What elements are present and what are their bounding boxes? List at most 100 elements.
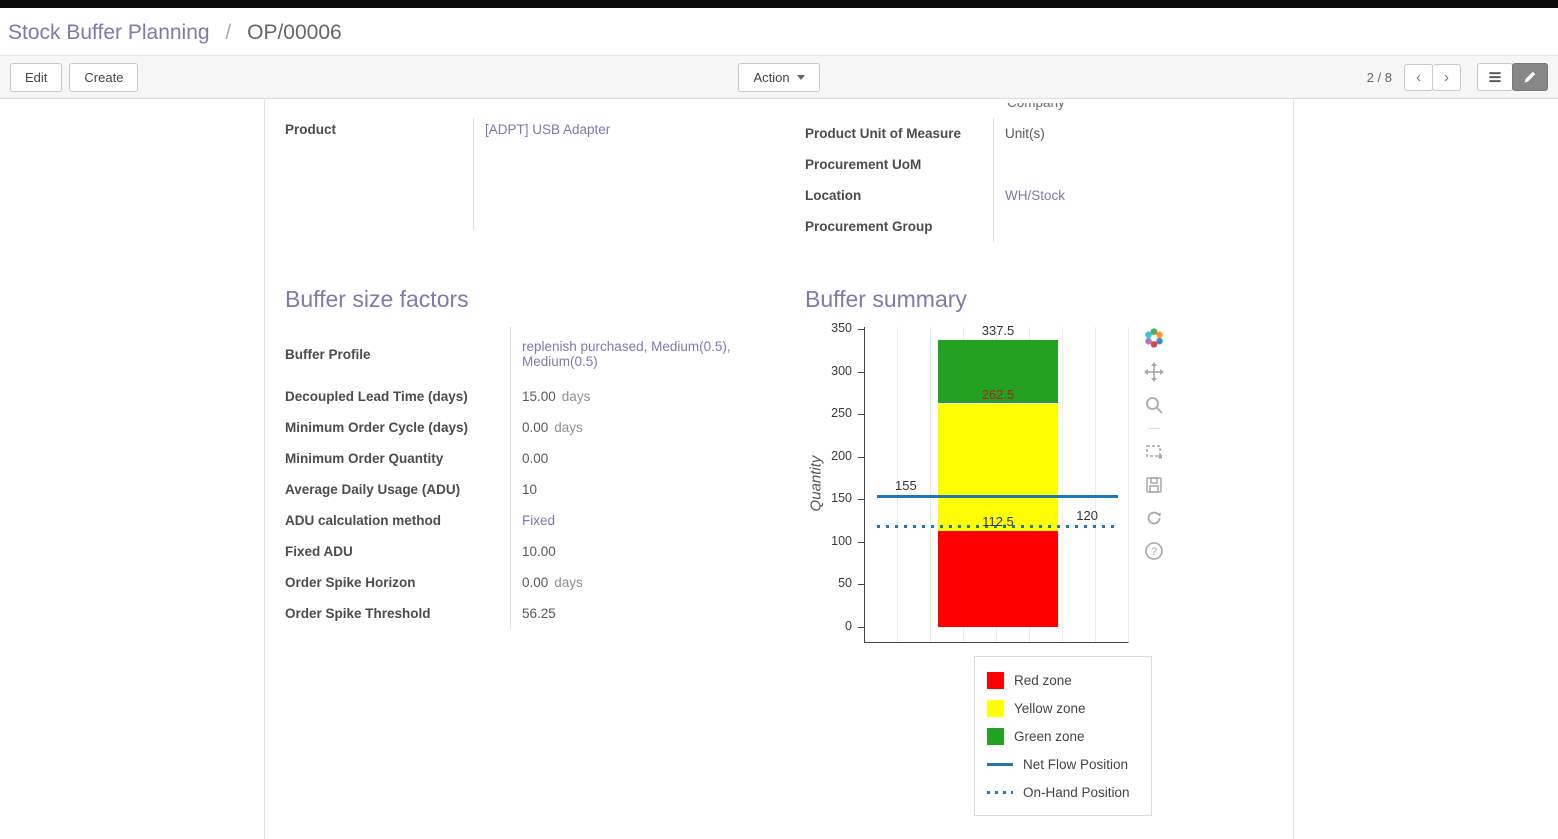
field-label: Product Unit of Measure bbox=[805, 126, 962, 141]
buffer-size-factors-group: Buffer size factors Buffer Profile reple… bbox=[285, 286, 745, 816]
list-view-button[interactable] bbox=[1477, 63, 1514, 91]
legend-swatch bbox=[987, 790, 1013, 794]
chart-annotation: 155 bbox=[895, 478, 917, 494]
legend-swatch bbox=[987, 671, 1004, 689]
field-label: Minimum Order Cycle (days) bbox=[285, 420, 469, 435]
y-tick-mark bbox=[858, 499, 864, 501]
pager-counter: 2 / 8 bbox=[1366, 69, 1393, 85]
location-link[interactable]: WH/Stock bbox=[1005, 188, 1066, 203]
legend-label: Net Flow Position bbox=[1023, 756, 1129, 772]
field-suffix: days bbox=[554, 575, 583, 590]
y-tick-label: 200 bbox=[831, 448, 852, 463]
action-dropdown-button[interactable]: Action bbox=[738, 62, 820, 92]
on-hand-position-line bbox=[877, 524, 1118, 528]
zoom-icon[interactable] bbox=[1144, 395, 1164, 415]
modebar-separator bbox=[1148, 428, 1160, 429]
legend-label: Yellow zone bbox=[1014, 700, 1086, 716]
field-label: Procurement Group bbox=[805, 219, 933, 234]
field-label: Decoupled Lead Time (days) bbox=[285, 389, 468, 404]
field-value: 56.25 bbox=[510, 598, 745, 629]
field-label: Minimum Order Quantity bbox=[285, 451, 444, 466]
legend-swatch bbox=[987, 727, 1004, 745]
field-value: 0.00 bbox=[510, 443, 745, 474]
field-procurement-uom: Procurement UoM bbox=[805, 149, 1275, 180]
y-tick-mark bbox=[858, 584, 864, 586]
field-value bbox=[993, 211, 1275, 242]
field-value: 10.00 bbox=[510, 536, 745, 567]
legend-item[interactable]: Yellow zone bbox=[987, 694, 1139, 722]
field-label: Fixed ADU bbox=[285, 544, 353, 559]
y-tick-mark bbox=[858, 414, 864, 416]
y-tick-label: 100 bbox=[831, 533, 852, 548]
pager: ‹ › bbox=[1404, 63, 1462, 91]
legend-label: Green zone bbox=[1014, 728, 1085, 744]
field-min-order-cycle: Minimum Order Cycle (days) 0.00 days bbox=[285, 412, 745, 443]
box-select-icon[interactable] bbox=[1144, 442, 1164, 462]
legend-item[interactable]: On-Hand Position bbox=[987, 778, 1139, 806]
y-tick-label: 0 bbox=[845, 619, 852, 633]
field-buffer-profile: Buffer Profile replenish purchased, Medi… bbox=[285, 327, 745, 381]
y-tick-mark bbox=[858, 541, 864, 543]
svg-text:?: ? bbox=[1151, 546, 1157, 558]
legend-swatch bbox=[987, 762, 1013, 766]
chart-plot-area[interactable]: 337.5 262.5 155 112.5 120 bbox=[864, 323, 1129, 643]
field-min-order-quantity: Minimum Order Quantity 0.00 bbox=[285, 443, 745, 474]
control-panel: Edit Create Action 2 / 8 ‹ › bbox=[0, 55, 1558, 99]
field-value: 0.00 bbox=[522, 575, 549, 590]
form-view-button[interactable] bbox=[1512, 63, 1549, 91]
buffer-zones-chart: Quantity 0 50 100 150 200 250 300 350 337.5 262.… bbox=[805, 321, 1275, 816]
y-tick-mark bbox=[858, 371, 864, 373]
group-title-buffer-summary: Buffer summary bbox=[805, 286, 967, 312]
group-title-buffer-size-factors: Buffer size factors bbox=[285, 286, 469, 312]
form-sheet: Product [ADPT] USB Adapter Company Produ… bbox=[264, 99, 1294, 839]
red-zone-bar bbox=[938, 531, 1058, 627]
field-value: Unit(s) bbox=[993, 118, 1275, 149]
legend-swatch bbox=[987, 699, 1004, 717]
field-adu-calc-method: ADU calculation method Fixed bbox=[285, 505, 745, 536]
breadcrumb: Stock Buffer Planning / OP/00006 bbox=[0, 8, 1558, 55]
breadcrumb-root-link[interactable]: Stock Buffer Planning bbox=[8, 21, 210, 44]
field-product: Product [ADPT] USB Adapter bbox=[285, 118, 745, 230]
clipped-field-value: Company bbox=[805, 103, 1275, 114]
chart-modebar: ? bbox=[1141, 327, 1167, 561]
field-label: Location bbox=[805, 188, 862, 203]
pager-next-button[interactable]: › bbox=[1432, 63, 1462, 91]
field-procurement-group: Procurement Group bbox=[805, 211, 1275, 242]
field-decoupled-lead-time: Decoupled Lead Time (days) 15.00 days bbox=[285, 381, 745, 412]
plotly-logo-icon[interactable] bbox=[1143, 327, 1165, 349]
breadcrumb-current: OP/00006 bbox=[247, 21, 342, 44]
field-label: ADU calculation method bbox=[285, 513, 442, 528]
field-value: 10 bbox=[510, 474, 745, 505]
adu-method-link[interactable]: Fixed bbox=[522, 513, 556, 528]
save-icon[interactable] bbox=[1144, 475, 1164, 495]
y-tick-label: 250 bbox=[831, 406, 852, 421]
edit-button[interactable]: Edit bbox=[10, 62, 63, 92]
help-icon[interactable]: ? bbox=[1144, 541, 1164, 561]
field-order-spike-horizon: Order Spike Horizon 0.00 days bbox=[285, 567, 745, 598]
field-value: 0.00 bbox=[522, 420, 549, 435]
y-tick-mark bbox=[858, 627, 864, 628]
legend-item[interactable]: Net Flow Position bbox=[987, 750, 1139, 778]
caret-down-icon bbox=[796, 74, 805, 80]
field-label: Order Spike Horizon bbox=[285, 575, 416, 590]
product-link[interactable]: [ADPT] USB Adapter bbox=[485, 122, 611, 137]
field-label: Average Daily Usage (ADU) bbox=[285, 482, 461, 497]
legend-label: Red zone bbox=[1014, 672, 1072, 688]
y-tick-label: 150 bbox=[831, 491, 852, 506]
y-tick-mark bbox=[858, 456, 864, 458]
buffer-profile-link[interactable]: replenish purchased, Medium(0.5), Medium… bbox=[522, 339, 731, 369]
field-value bbox=[993, 149, 1275, 180]
pan-icon[interactable] bbox=[1144, 362, 1164, 382]
group-right: Company Product Unit of Measure Unit(s) … bbox=[805, 103, 1275, 242]
legend-item[interactable]: Green zone bbox=[987, 722, 1139, 750]
field-order-spike-threshold: Order Spike Threshold 56.25 bbox=[285, 598, 745, 629]
chart-annotation: 112.5 bbox=[982, 514, 1014, 530]
chart-annotation: 262.5 bbox=[981, 386, 1015, 402]
chart-annotation: 337.5 bbox=[981, 322, 1015, 338]
create-button[interactable]: Create bbox=[69, 62, 139, 92]
pager-previous-button[interactable]: ‹ bbox=[1404, 63, 1434, 91]
buffer-summary-group: Buffer summary Quantity 0 50 100 150 200 250 3… bbox=[805, 286, 1275, 816]
legend-item[interactable]: Red zone bbox=[987, 666, 1139, 694]
reset-icon[interactable] bbox=[1144, 508, 1164, 528]
chart-legend: Red zone Yellow zone Green zone Net Flow Po… bbox=[974, 656, 1152, 816]
